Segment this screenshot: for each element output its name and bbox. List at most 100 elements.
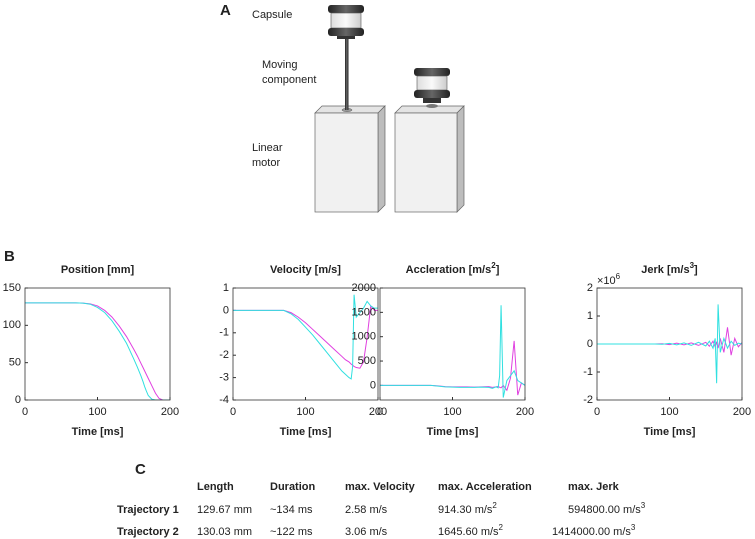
x-tick-label: 100: [88, 406, 106, 418]
title-text: Jerk [m/s: [641, 264, 689, 276]
panel-label: A: [220, 2, 231, 19]
table-cell: ~134 ms: [270, 504, 313, 516]
table-cell: 1645.60 m/s2: [438, 523, 504, 538]
capsule: [414, 68, 450, 108]
motor-label: motor: [252, 157, 280, 169]
x-tick-label: 0: [22, 406, 28, 418]
box-front: [394, 112, 458, 213]
x-tick-label: 200: [369, 406, 387, 418]
table-cell: 3.06 m/s: [345, 526, 388, 538]
y-tick-label: 2: [587, 282, 593, 294]
y-multiplier: ×106: [597, 272, 621, 287]
y-tick-label: 0: [370, 379, 376, 391]
title-sup: 3: [690, 261, 695, 270]
rod: [345, 38, 349, 110]
table-cell: 914.30 m/s2: [438, 501, 497, 516]
table-cell: ~122 ms: [270, 526, 313, 538]
x-tick-label: 200: [733, 406, 751, 418]
cell-text: 3.06 m/s: [345, 526, 388, 538]
panel-label: C: [135, 461, 146, 478]
x-axis-label: Time [ms]: [72, 426, 124, 438]
cell-text: 130.03 mm: [197, 526, 252, 538]
x-axis-label: Time [ms]: [644, 426, 696, 438]
y-tick-label: -1: [219, 327, 229, 339]
cell-text: ~122 ms: [270, 526, 313, 538]
x-axis-label: Time [ms]: [427, 426, 479, 438]
diagram: A Capsule Moving component Linear motor: [220, 2, 465, 213]
y-tick-label: 150: [3, 282, 21, 294]
series-line: [25, 302, 170, 400]
cell-text: 129.67 mm: [197, 504, 252, 516]
table-cell: 1414000.00 m/s3: [552, 523, 636, 538]
cell-text: 1414000.00 m/s: [552, 526, 631, 538]
y-tick-label: 100: [3, 319, 21, 331]
y-tick-label: -1: [583, 366, 593, 378]
y-tick-label: 0: [587, 338, 593, 350]
x-tick-label: 100: [660, 406, 678, 418]
x-tick-label: 200: [161, 406, 179, 418]
y-tick-label: -2: [219, 349, 229, 361]
chart-title: Jerk [m/s3]: [641, 261, 698, 276]
cell-sup: 3: [631, 523, 636, 532]
y-tick-label: 0: [223, 304, 229, 316]
y-tick-label: -4: [219, 394, 229, 406]
x-tick-label: 0: [230, 406, 236, 418]
y-tick-label: 1500: [352, 306, 376, 318]
chart-title: Velocity [m/s]: [270, 264, 341, 276]
table-header: max. Acceleration: [438, 481, 532, 493]
series-line: [233, 294, 378, 380]
title-text: Position [mm]: [61, 264, 135, 276]
axes-frame: [379, 287, 526, 401]
table-header: max. Jerk: [568, 481, 620, 493]
chart-title: Accleration [m/s2]: [406, 261, 500, 276]
series-line: [380, 305, 525, 398]
moving-label: Moving: [262, 59, 297, 71]
x-axis-label: Time [ms]: [280, 426, 332, 438]
y-tick-label: -2: [583, 394, 593, 406]
y-tick-label: -3: [219, 372, 229, 384]
table-header: Length: [197, 481, 234, 493]
table-cell: 129.67 mm: [197, 504, 252, 516]
table-cell: 594800.00 m/s3: [568, 501, 646, 516]
y-tick-label: 50: [9, 357, 21, 369]
title-sup: 2: [491, 261, 496, 270]
cell-text: ~134 ms: [270, 504, 313, 516]
row-name: Trajectory 2: [117, 526, 179, 538]
title-text: ]: [694, 264, 698, 276]
motor-label: Linear: [252, 142, 283, 154]
table-cell: 130.03 mm: [197, 526, 252, 538]
table-header: Duration: [270, 481, 316, 493]
axes-frame: [24, 287, 171, 401]
x-tick-label: 100: [443, 406, 461, 418]
box-side: [456, 105, 465, 213]
x-tick-label: 100: [296, 406, 314, 418]
y-tick-label: 1: [223, 282, 229, 294]
y-tick-label: 2000: [352, 282, 376, 294]
box-side: [377, 105, 386, 213]
series-line: [25, 302, 170, 400]
x-tick-label: 0: [594, 406, 600, 418]
x-tick-label: 200: [516, 406, 534, 418]
y-tick-label: 0: [15, 394, 21, 406]
box-front: [314, 112, 379, 213]
title-text: ]: [496, 264, 500, 276]
axes-frame: [596, 287, 743, 401]
capsule-label: Capsule: [252, 9, 292, 21]
axes-frame: [232, 287, 379, 401]
panel-label: B: [4, 248, 15, 265]
y-tick-label: 1000: [352, 331, 376, 343]
title-text: Accleration [m/s: [406, 264, 492, 276]
y-tick-label: 500: [358, 355, 376, 367]
cell-text: 1645.60 m/s: [438, 526, 499, 538]
title-text: Velocity [m/s]: [270, 264, 341, 276]
multiplier-sup: 6: [616, 272, 621, 281]
cell-text: 594800.00 m/s: [568, 504, 641, 516]
capsule: [328, 5, 364, 39]
cell-text: 2.58 m/s: [345, 504, 388, 516]
table-header: max. Velocity: [345, 481, 416, 493]
x-tick-label: 0: [377, 406, 383, 418]
row-name: Trajectory 1: [117, 504, 179, 516]
y-tick-label: 1: [587, 310, 593, 322]
cell-sup: 3: [641, 501, 646, 510]
